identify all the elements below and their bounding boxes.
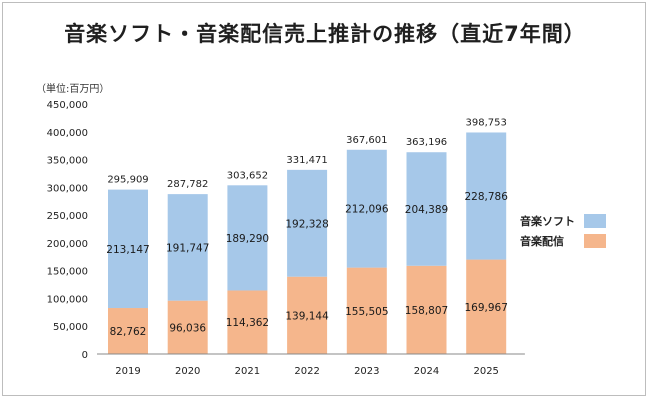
data-label-digital: 158,807	[405, 305, 448, 317]
x-tick-label: 2025	[473, 366, 498, 377]
legend-swatch	[584, 214, 606, 228]
y-tick-label: 300,000	[47, 183, 88, 194]
bar-segment-digital	[227, 290, 268, 354]
bar-segment-digital	[287, 276, 328, 354]
x-tick-label: 2024	[414, 366, 439, 377]
x-tick-label: 2020	[175, 366, 200, 377]
x-tick-label: 2021	[235, 366, 260, 377]
data-label-total: 295,909	[107, 175, 148, 186]
y-tick-label: 0	[82, 350, 88, 361]
x-axis: 2019 2020 2021 2022 2023 2024 2025	[97, 353, 525, 377]
y-tick-label: 250,000	[47, 211, 88, 222]
bars: 82,762 213,147 295,909 96,036 191,747 287,782…	[106, 117, 508, 354]
data-label-digital: 169,967	[464, 302, 507, 314]
legend-swatch	[584, 234, 606, 248]
x-tick-label: 2019	[115, 366, 140, 377]
legend-label: 音楽ソフト	[520, 214, 575, 228]
bar-segment-soft	[466, 132, 507, 260]
data-label-total: 303,652	[227, 170, 268, 181]
data-label-soft: 191,747	[166, 242, 209, 254]
y-tick-label: 50,000	[53, 322, 88, 333]
chart-title: 音楽ソフト・音楽配信売上推計の推移（直近7年間）	[64, 22, 586, 46]
x-tick-label: 2022	[294, 366, 319, 377]
bar-segment-digital	[466, 259, 507, 354]
data-label-digital: 139,144	[285, 310, 329, 322]
data-label-digital: 114,362	[226, 317, 269, 329]
bar-segment-soft	[406, 152, 447, 266]
x-tick-label: 2023	[354, 366, 379, 377]
y-tick-label: 100,000	[47, 294, 88, 305]
data-label-total: 367,601	[346, 135, 387, 146]
data-label-soft: 189,290	[226, 233, 269, 245]
y-tick-label: 350,000	[47, 156, 88, 167]
data-label-total: 398,753	[466, 117, 507, 128]
bar-segment-digital	[108, 308, 148, 354]
data-label-total: 331,471	[286, 155, 327, 166]
data-label-soft: 204,389	[405, 204, 448, 216]
y-tick-label: 200,000	[47, 239, 88, 250]
data-label-soft: 212,096	[345, 204, 389, 216]
bar-segment-soft	[346, 149, 387, 268]
bar-segment-digital	[167, 300, 208, 354]
data-label-total: 287,782	[167, 179, 208, 190]
bar-segment-digital	[346, 267, 387, 354]
data-label-total: 363,196	[406, 137, 447, 148]
bar-segment-soft	[287, 169, 328, 277]
bar-segment-soft	[227, 185, 268, 291]
data-label-digital: 82,762	[110, 326, 147, 338]
y-tick-label: 150,000	[47, 267, 88, 278]
y-axis: 0 50,000 100,000 150,000 200,000 250,000 300,0…	[47, 100, 88, 361]
bar-segment-soft	[108, 189, 148, 309]
data-label-soft: 192,328	[285, 218, 328, 230]
data-label-soft: 228,786	[464, 191, 508, 203]
data-label-soft: 213,147	[106, 244, 149, 256]
legend-label: 音楽配信	[520, 234, 564, 248]
bar-segment-soft	[167, 194, 208, 301]
bar-segment-digital	[406, 265, 447, 354]
unit-label: （単位:百万円）	[36, 82, 109, 95]
data-label-digital: 155,505	[345, 306, 388, 318]
y-tick-label: 400,000	[47, 128, 88, 139]
data-label-digital: 96,036	[169, 322, 206, 334]
y-tick-label: 450,000	[47, 100, 88, 111]
